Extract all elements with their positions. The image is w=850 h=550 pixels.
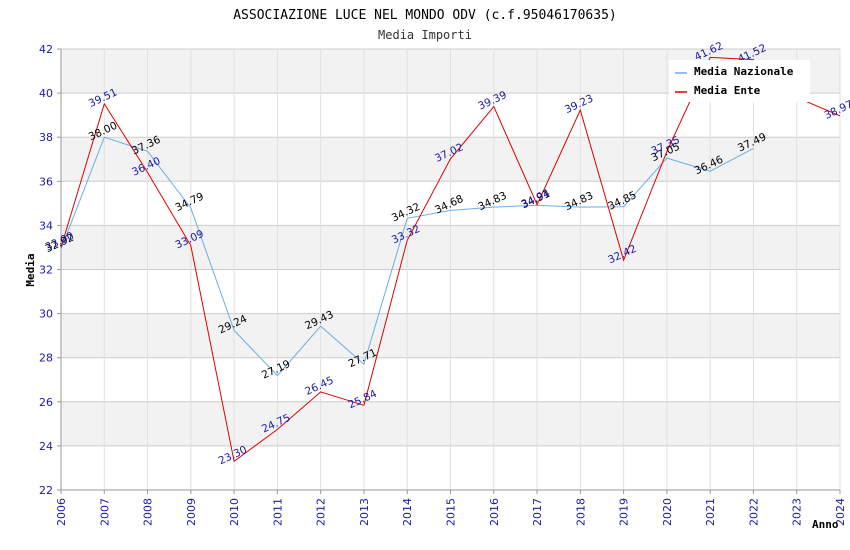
y-tick-label: 40	[39, 87, 53, 100]
x-tick-label: 2007	[98, 498, 111, 526]
legend: Media Nazionale Media Ente	[669, 60, 810, 102]
chart-subtitle: Media Importi	[378, 28, 472, 42]
y-tick-label: 24	[39, 440, 53, 453]
x-tick-label: 2021	[704, 498, 717, 526]
legend-entry-media-ente: Media Ente	[694, 84, 761, 97]
y-tick-label: 30	[39, 308, 53, 321]
x-tick-label: 2019	[618, 498, 631, 526]
series-line-media-nazionale	[60, 136, 754, 377]
x-tick-label: 2008	[142, 498, 155, 526]
x-tick-label: 2013	[358, 498, 371, 526]
x-tick-label: 2015	[445, 498, 458, 526]
y-tick-label: 38	[39, 131, 53, 144]
x-tick-label: 2012	[315, 498, 328, 526]
series-lines	[60, 56, 841, 463]
x-tick-label: 2024	[834, 498, 847, 526]
y-tick-label: 26	[39, 396, 53, 409]
x-tick-label: 2018	[574, 498, 587, 526]
x-tick-label: 2006	[55, 498, 68, 526]
x-tick-label: 2014	[401, 498, 414, 526]
x-tick-label: 2023	[791, 498, 804, 526]
y-tick-label: 22	[39, 484, 53, 497]
x-tick-label: 2017	[531, 498, 544, 526]
x-tick-label: 2016	[488, 498, 501, 526]
legend-box	[669, 60, 810, 102]
x-axis-ticks: 2006 2007 2008 2009 2010 2011 2012 2013 2014 2015…	[55, 490, 847, 526]
y-tick-label: 34	[39, 219, 53, 232]
chart-title: ASSOCIAZIONE LUCE NEL MONDO ODV (c.f.950…	[233, 8, 617, 23]
x-tick-label: 2020	[661, 498, 674, 526]
series-line-media-ente	[60, 56, 841, 463]
x-tick-label: 2011	[271, 498, 284, 526]
y-axis-ticks: 22 24 26 28 30 32 34 36 38 40 42	[39, 43, 61, 497]
y-tick-label: 28	[39, 352, 53, 365]
y-tick-label: 36	[39, 175, 53, 188]
x-tick-label: 2022	[747, 498, 760, 526]
y-tick-label: 32	[39, 264, 53, 277]
legend-entry-media-nazionale: Media Nazionale	[694, 65, 794, 78]
x-tick-label: 2010	[228, 498, 241, 526]
x-tick-label: 2009	[185, 498, 198, 526]
x-axis-label: Anno	[812, 518, 839, 531]
y-tick-label: 42	[39, 43, 53, 56]
y-axis-label: Media	[24, 253, 37, 286]
